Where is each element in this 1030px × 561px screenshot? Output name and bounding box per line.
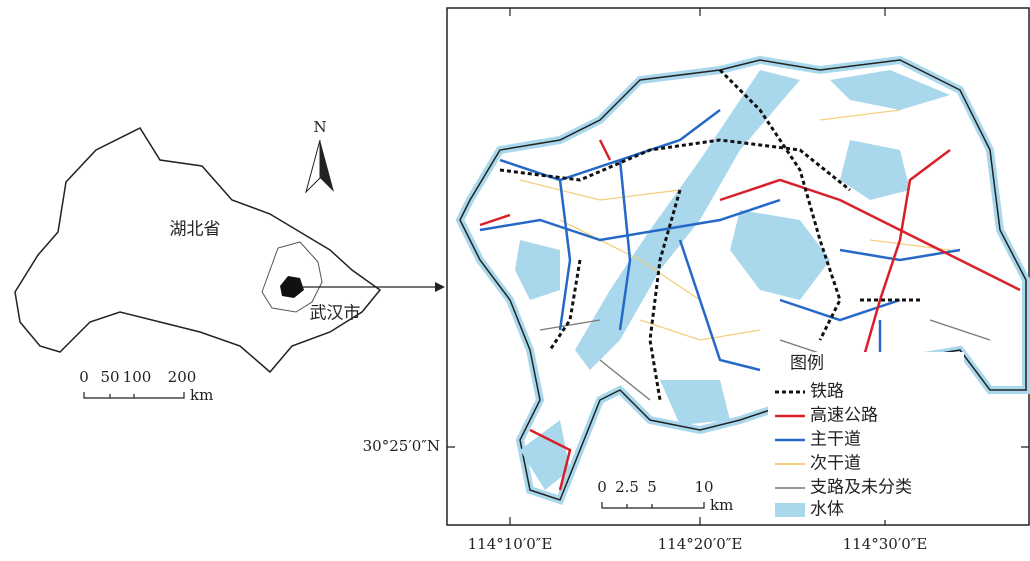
longitude-label: 114°10′0″E xyxy=(468,535,553,553)
legend-title: 图例 xyxy=(790,354,824,374)
scale-tick: 50 xyxy=(100,368,119,386)
scale-tick: 0 xyxy=(79,368,89,386)
arrow-head xyxy=(435,282,445,292)
legend-label: 铁路 xyxy=(810,382,844,402)
longitude-label: 114°30′0″E xyxy=(843,535,928,553)
legend-label: 次干道 xyxy=(810,454,861,474)
scale-unit: km xyxy=(710,496,733,514)
legend-label: 支路及未分类 xyxy=(810,478,912,498)
legend-label: 水体 xyxy=(810,500,844,520)
north-label: N xyxy=(313,118,326,136)
scale-tick: 2.5 xyxy=(615,478,639,496)
scale-tick: 100 xyxy=(123,368,152,386)
legend: 图例 铁路 高速公路 主干道 次干道 支路及未分类 水体 xyxy=(768,352,964,520)
province-label: 湖北省 xyxy=(170,220,221,240)
scale-tick: 200 xyxy=(168,368,197,386)
figure: 湖北省 武汉市 N 0 50 100 200 km xyxy=(0,0,1030,557)
north-arrow-right xyxy=(320,140,334,192)
latitude-label: 30°25′0″N xyxy=(363,437,440,455)
scale-tick: 5 xyxy=(647,478,657,496)
scale-tick: 10 xyxy=(694,478,713,496)
city-label: 武汉市 xyxy=(310,304,361,324)
legend-label: 高速公路 xyxy=(810,406,878,426)
north-arrow-left xyxy=(306,140,320,192)
scale-tick: 0 xyxy=(597,478,607,496)
scale-unit: km xyxy=(190,386,213,404)
longitude-label: 114°20′0″E xyxy=(658,535,743,553)
legend-symbol xyxy=(775,503,805,517)
legend-label: 主干道 xyxy=(810,430,861,450)
inset-scale: 0 50 100 200 km xyxy=(79,368,213,404)
